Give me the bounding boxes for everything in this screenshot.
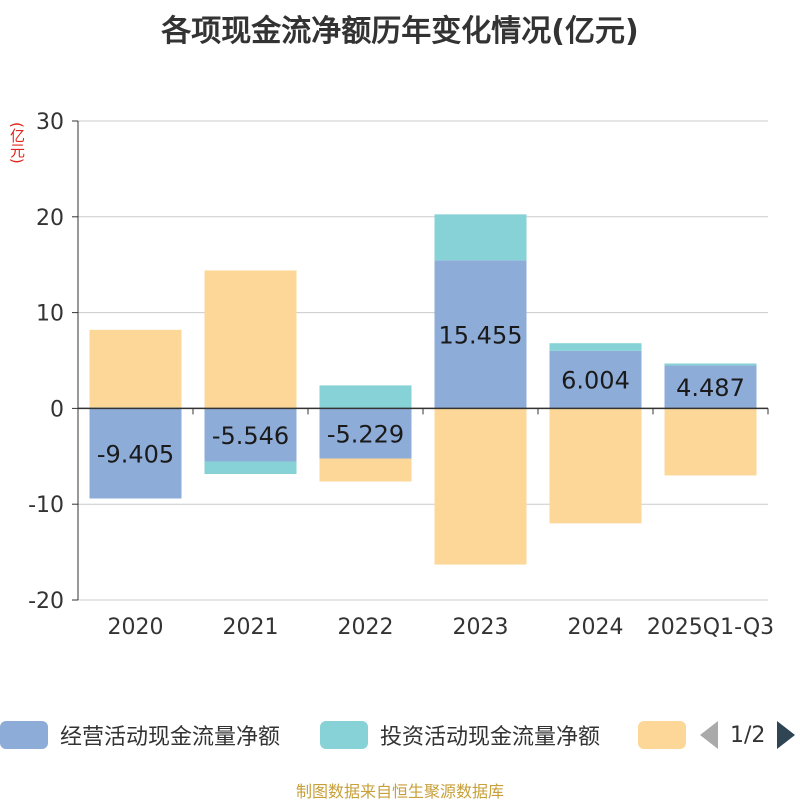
x-tick-label: 2024 — [568, 615, 624, 640]
bar-financing — [204, 270, 297, 409]
chart-canvas: -20 -10 0 10 20 30 -9.405 -5.546 -5.229 15.455 6.0… — [28, 110, 774, 640]
bar-operating — [89, 408, 182, 499]
bar-operating — [434, 260, 527, 409]
y-tick-label: 30 — [36, 110, 64, 135]
y-tick-label: -20 — [28, 589, 64, 614]
legend-swatch-investing — [320, 721, 368, 749]
x-tick-label: 2022 — [338, 615, 394, 640]
bar-financing — [549, 408, 642, 524]
data-source-note: 制图数据来自恒生聚源数据库 — [295, 782, 504, 801]
legend-swatch-operating — [0, 721, 48, 749]
bar-investing — [319, 385, 412, 409]
x-tick-label: 2023 — [453, 615, 509, 640]
legend-swatch-financing — [638, 721, 686, 749]
data-label: -5.546 — [212, 422, 289, 450]
legend-item-operating[interactable]: 经营活动现金流量净额 — [0, 713, 280, 757]
bar-investing — [664, 363, 757, 366]
y-tick-label: 10 — [36, 302, 64, 327]
bar-financing — [89, 329, 182, 408]
x-tick-label: 2025Q1-Q3 — [647, 615, 774, 640]
y-tick-label: -10 — [28, 493, 64, 518]
legend-page-indicator: 1/2 — [730, 722, 766, 748]
x-tick-label: 2021 — [223, 615, 279, 640]
bar-financing — [319, 458, 412, 482]
legend-item-investing[interactable]: 投资活动现金流量净额 — [320, 713, 600, 757]
previous-page-icon[interactable] — [700, 721, 718, 749]
bar-operating — [319, 408, 412, 459]
bar-operating — [664, 365, 757, 409]
bar-financing — [664, 408, 757, 476]
data-label: 6.004 — [561, 367, 630, 395]
legend-pager: 1/2 — [700, 713, 796, 757]
chart-title: 各项现金流净额历年变化情况(亿元) — [161, 14, 639, 49]
legend-item-financing[interactable] — [638, 713, 698, 757]
bar-operating — [204, 408, 297, 462]
bar-investing — [434, 214, 527, 261]
bar-investing — [204, 461, 297, 474]
data-label: 4.487 — [676, 374, 745, 402]
bar-operating — [549, 350, 642, 409]
data-label: 15.455 — [439, 321, 523, 349]
data-label: -5.229 — [327, 420, 404, 448]
y-axis-unit-label: (亿元) — [8, 122, 26, 164]
legend: 经营活动现金流量净额 投资活动现金流量净额 — [0, 713, 800, 757]
bar-investing — [549, 343, 642, 351]
legend-label-operating: 经营活动现金流量净额 — [60, 725, 281, 750]
legend-label-investing: 投资活动现金流量净额 — [380, 725, 601, 750]
next-page-icon[interactable] — [777, 721, 796, 749]
y-tick-label: 0 — [50, 397, 64, 422]
x-tick-label: 2020 — [108, 615, 164, 640]
y-tick-label: 20 — [36, 206, 64, 231]
bar-financing — [434, 408, 527, 565]
data-label: -9.405 — [97, 440, 174, 468]
